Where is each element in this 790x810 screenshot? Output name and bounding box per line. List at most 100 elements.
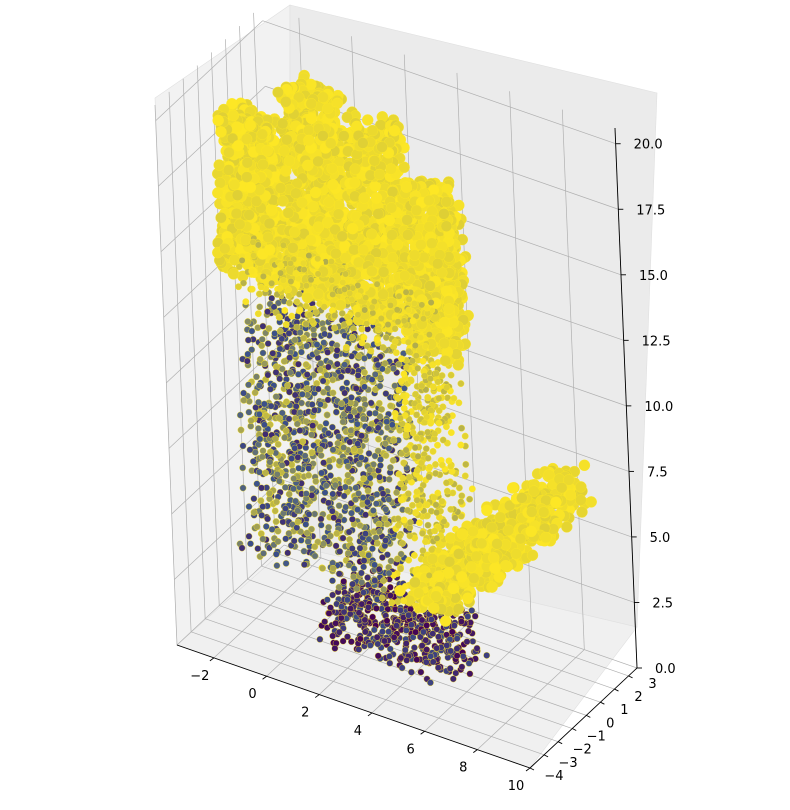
hand-point xyxy=(314,270,322,278)
hand-point xyxy=(425,331,433,338)
hand-point xyxy=(463,638,471,646)
hand-point xyxy=(358,325,366,333)
hand-point xyxy=(322,102,334,115)
hand-point xyxy=(360,563,367,571)
hand-point xyxy=(457,498,465,506)
hand-point xyxy=(250,252,258,260)
hand-point xyxy=(447,429,455,436)
hand-point xyxy=(348,177,361,189)
hand-point xyxy=(385,202,398,214)
hand-point xyxy=(365,450,373,457)
hand-point xyxy=(383,214,396,227)
hand-point xyxy=(234,218,246,231)
hand-point xyxy=(249,457,257,465)
hand-point xyxy=(425,473,433,481)
hand-point xyxy=(424,280,436,292)
hand-point xyxy=(268,294,276,302)
hand-point xyxy=(405,473,413,481)
hand-point xyxy=(343,379,351,387)
hand-point xyxy=(368,545,376,553)
hand-point xyxy=(344,313,351,321)
hand-point xyxy=(260,400,268,408)
grid-left-y-0 xyxy=(154,104,178,646)
hand-point xyxy=(429,447,437,455)
grid-floor-y-2 xyxy=(205,618,559,743)
hand-point xyxy=(432,461,439,468)
hand-point xyxy=(273,498,280,506)
hand-point xyxy=(447,462,455,470)
hand-point xyxy=(232,139,245,152)
hand-point xyxy=(261,145,273,157)
hand-point xyxy=(393,489,400,496)
hand-point xyxy=(328,276,336,284)
hand-point xyxy=(404,490,412,498)
hand-point xyxy=(438,316,451,329)
hand-point xyxy=(263,217,276,230)
hand-point xyxy=(348,515,356,523)
hand-point xyxy=(386,252,399,264)
hand-point xyxy=(457,380,465,387)
hand-point xyxy=(358,579,366,586)
hand-point xyxy=(342,503,350,511)
hand-point xyxy=(264,340,272,347)
hand-point xyxy=(384,321,392,328)
hand-point xyxy=(385,444,393,452)
hand-point xyxy=(258,511,266,519)
hand-point xyxy=(239,234,252,246)
hand-point xyxy=(308,449,316,456)
hand-point xyxy=(377,266,390,278)
hand-point xyxy=(230,207,243,220)
hand-point xyxy=(432,258,444,270)
hand-point xyxy=(297,348,305,356)
hand-point xyxy=(564,489,577,501)
hand-point xyxy=(308,485,316,492)
hand-point xyxy=(468,485,476,493)
hand-point xyxy=(327,258,335,265)
hand-point xyxy=(438,208,450,220)
hand-point xyxy=(415,238,427,251)
hand-point xyxy=(241,156,254,169)
hand-point xyxy=(317,130,329,142)
hand-point xyxy=(402,229,414,241)
hand-point xyxy=(424,521,432,529)
hand-point xyxy=(302,417,310,425)
hand-point xyxy=(575,481,587,493)
hand-point xyxy=(354,440,362,448)
hand-point xyxy=(422,445,430,453)
hand-point xyxy=(400,181,413,193)
hand-point xyxy=(434,489,442,497)
hand-point xyxy=(432,370,440,377)
hand-point xyxy=(366,228,378,240)
hand-point xyxy=(430,494,438,501)
hand-point xyxy=(403,363,410,371)
hand-point xyxy=(336,548,344,555)
hand-point xyxy=(438,337,451,349)
hand-point xyxy=(417,334,424,341)
hand-point xyxy=(317,515,325,523)
hand-point xyxy=(341,361,349,369)
hand-point xyxy=(283,155,295,167)
hand-point xyxy=(429,383,437,391)
hand-point xyxy=(262,231,274,244)
hand-point xyxy=(352,496,359,503)
hand-point xyxy=(322,482,330,489)
hand-point xyxy=(440,220,453,232)
z-axis-line xyxy=(614,127,638,669)
hand-point xyxy=(459,652,467,660)
hand-point xyxy=(328,507,336,515)
hand-point xyxy=(451,514,459,522)
hand-point xyxy=(259,349,267,357)
hand-point xyxy=(439,355,452,367)
hand-point xyxy=(303,134,315,147)
hand-point xyxy=(434,441,441,449)
hand-point xyxy=(427,299,435,306)
hand-point xyxy=(311,510,319,518)
hand-point xyxy=(373,168,386,181)
grid-left-z-4 xyxy=(166,282,274,384)
hand-point xyxy=(257,158,269,171)
hand-point xyxy=(465,659,473,667)
hand-point xyxy=(308,525,315,533)
grid-left-y-2 xyxy=(182,78,206,619)
hand-point xyxy=(458,663,466,671)
hand-point xyxy=(457,618,465,626)
